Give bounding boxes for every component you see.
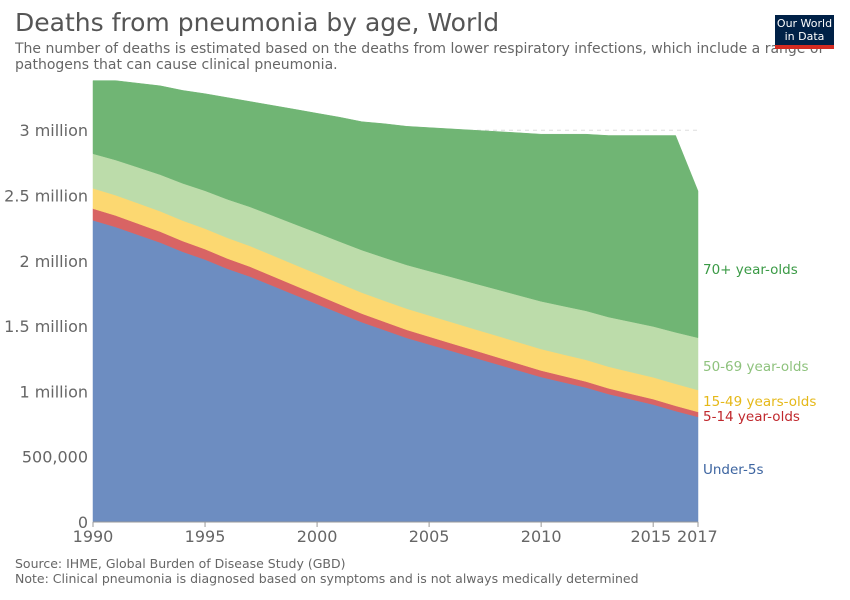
y-tick-label: 2.5 million — [4, 187, 88, 206]
area-series-4[interactable] — [92, 80, 699, 339]
y-tick-label: 3 million — [19, 121, 88, 140]
legend-label-series-2: 15-49 years-olds — [703, 394, 816, 410]
y-axis: 0 500,000 1 million 1.5 million 2 million 2.5… — [4, 121, 88, 532]
clinical-note: Note: Clinical pneumonia is diagnosed ba… — [15, 571, 639, 586]
x-tick-label: 1990 — [73, 527, 114, 546]
owid-logo-line-1: Our World — [776, 17, 833, 30]
x-axis: 1990 1995 2000 2005 2010 2015 2017 — [73, 521, 718, 546]
x-tick-label: 2010 — [521, 527, 562, 546]
chart-subtitle-line-1: The number of deaths is estimated based … — [15, 41, 824, 57]
legend-label-series-1: 5-14 year-olds — [703, 409, 800, 425]
owid-logo-line-2: in Data — [784, 30, 825, 43]
x-tick-label: 1995 — [185, 527, 226, 546]
owid-logo-accent-bar — [775, 45, 834, 49]
y-tick-label: 500,000 — [22, 448, 88, 467]
y-tick-label: 1 million — [19, 382, 88, 401]
x-tick-label: 2017 — [677, 527, 718, 546]
x-tick-label: 2005 — [409, 527, 450, 546]
legend-label-series-3: 50-69 year-olds — [703, 359, 809, 375]
chart-footer: Source: IHME, Global Burden of Disease S… — [15, 556, 639, 586]
legend-label-series-0: Under-5s — [703, 462, 764, 478]
x-tick-label: 2015 — [630, 527, 671, 546]
chart-title: Deaths from pneumonia by age, World — [15, 8, 500, 37]
legend-label-series-4: 70+ year-olds — [703, 262, 798, 278]
x-tick-label: 2000 — [297, 527, 338, 546]
y-tick-label: 2 million — [19, 252, 88, 271]
owid-logo[interactable]: Our World in Data — [775, 15, 834, 48]
y-tick-label: 1.5 million — [4, 317, 88, 336]
chart-areas — [92, 80, 699, 523]
source-note: Source: IHME, Global Burden of Disease S… — [15, 556, 346, 571]
chart-subtitle: The number of deaths is estimated based … — [15, 41, 850, 73]
chart-subtitle-line-2: pathogens that can cause clinical pneumo… — [15, 57, 338, 73]
y-tick-label: 0 — [78, 513, 88, 532]
